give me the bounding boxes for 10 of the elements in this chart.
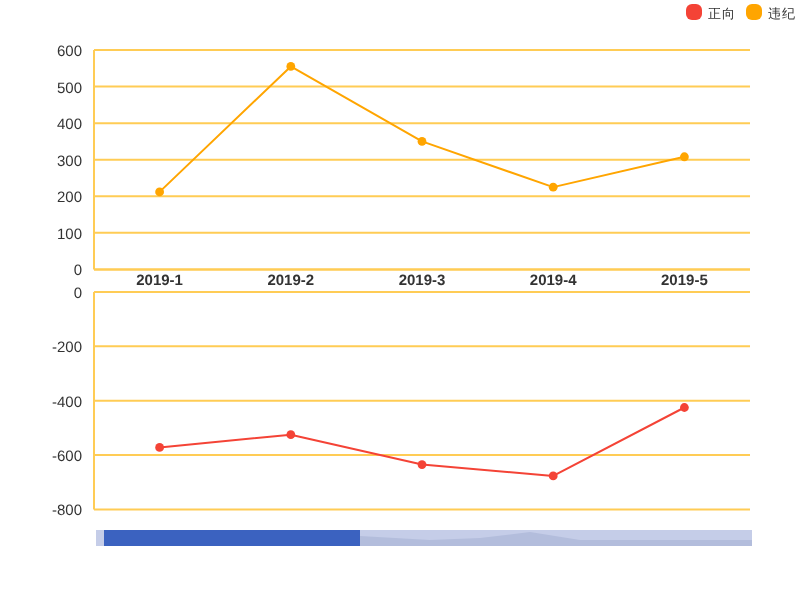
point [286,62,296,71]
point [286,430,296,440]
point [680,403,689,412]
point [548,471,558,481]
point [680,152,689,162]
point [155,443,164,452]
point [548,182,558,192]
point [155,187,164,197]
point [417,137,427,146]
point [417,460,427,469]
